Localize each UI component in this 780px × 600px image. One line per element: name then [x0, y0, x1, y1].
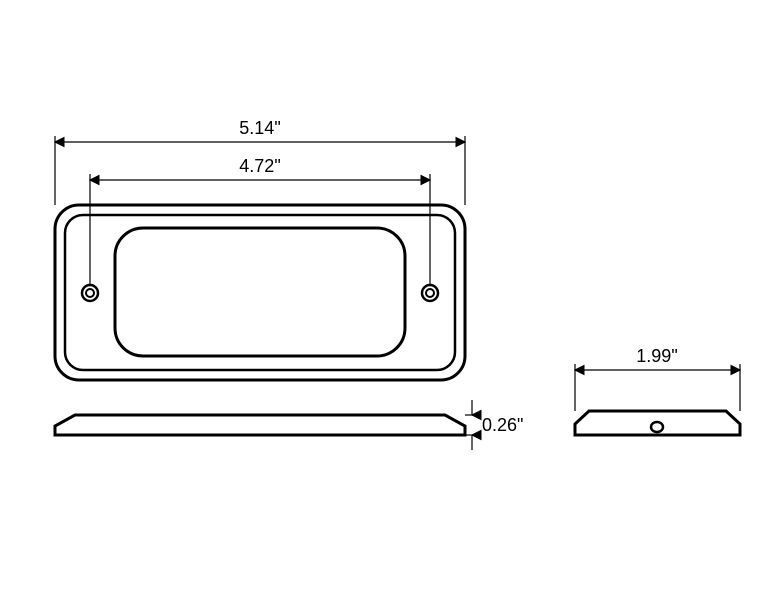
dim-thickness: 0.26" — [465, 400, 523, 450]
mount-hole-left — [82, 285, 98, 301]
dim-outer-width-label: 5.14" — [239, 118, 280, 138]
end-view — [575, 411, 740, 435]
dim-depth-label: 1.99" — [636, 346, 677, 366]
front-view — [55, 205, 465, 380]
dim-inner-width: 4.72" — [90, 156, 430, 285]
end-view-hole — [651, 422, 663, 432]
mount-hole-right — [422, 285, 438, 301]
lens-window — [115, 228, 405, 356]
side-view — [55, 415, 465, 435]
dim-thickness-label: 0.26" — [482, 415, 523, 435]
dim-inner-width-label: 4.72" — [239, 156, 280, 176]
technical-drawing: 5.14" 4.72" 0.26" 1.99" — [0, 0, 780, 600]
dim-depth: 1.99" — [575, 346, 740, 411]
